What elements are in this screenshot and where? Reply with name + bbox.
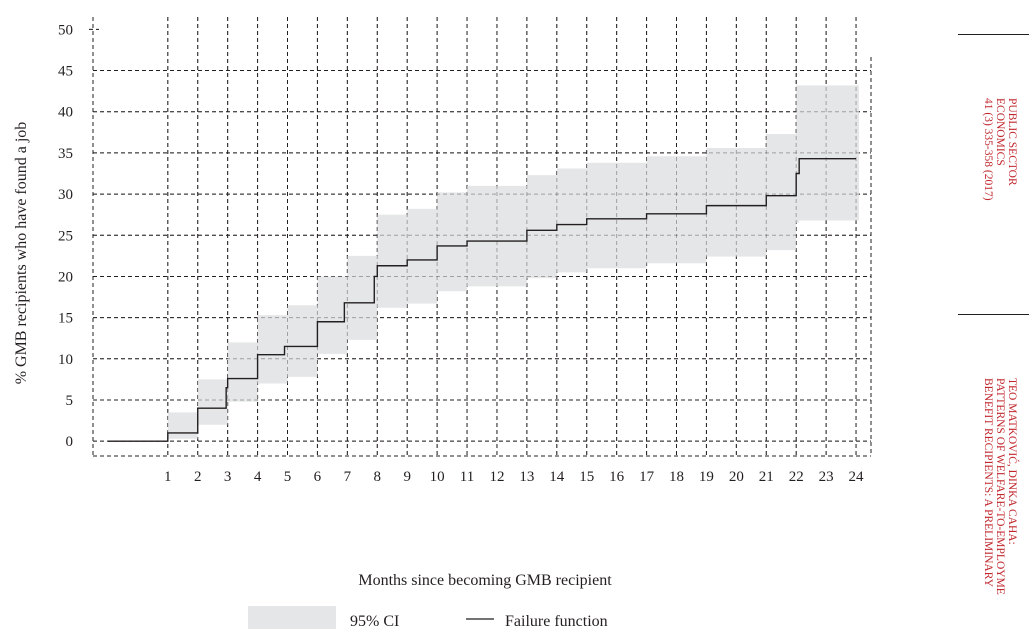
x-tick-label: 5	[284, 469, 292, 485]
x-tick-label: 13	[519, 469, 534, 485]
journal-name-line: ECONOMICS	[994, 98, 1006, 166]
legend-ci-label: 95% CI	[350, 613, 399, 629]
journal-volume-line: 41 (3) 335-358 (2017)	[982, 98, 994, 201]
x-tick-label: 6	[314, 469, 322, 485]
x-tick-label: 18	[669, 469, 684, 485]
legend-ci-swatch	[248, 606, 336, 629]
sidebar-rule-top	[958, 34, 1029, 35]
legend: 95% CI Failure function	[248, 606, 608, 629]
x-tick-label: 20	[729, 469, 744, 485]
ci-band-layer	[167, 85, 860, 439]
x-tick-label: 14	[549, 469, 565, 485]
x-tick-label: 17	[639, 469, 655, 485]
x-tick-label: 15	[579, 469, 594, 485]
x-tick-label: 2	[194, 469, 202, 485]
sidebar-rule-middle	[958, 314, 1029, 315]
x-tick-label: 16	[609, 469, 625, 485]
x-tick-label: 19	[699, 469, 714, 485]
x-tick-label: 22	[789, 469, 804, 485]
x-tick-label: 9	[403, 469, 411, 485]
ci-band	[167, 85, 860, 439]
y-tick-label: 25	[58, 228, 73, 244]
y-tick-label: 5	[66, 393, 74, 409]
x-tick-label: 1	[164, 469, 172, 485]
tick-label-layer: 1 2 3 4 5 6 7 8 9 10 11 12 13 14 15 16 17 18 19 20 21 22 23 240…	[58, 22, 864, 485]
y-tick-label: 20	[58, 269, 73, 285]
journal-info: PUBLIC SECTOR ECONOMICS 41 (3) 335-358 (…	[982, 98, 1018, 201]
x-tick-label: 11	[460, 469, 474, 485]
x-tick-label: 7	[344, 469, 352, 485]
x-tick-label: 21	[759, 469, 774, 485]
x-tick-label: 23	[819, 469, 834, 485]
y-axis-title: % GMB recipients who have found a job	[13, 122, 30, 385]
x-tick-label: 24	[849, 469, 865, 485]
x-axis-title: Months since becoming GMB recipient	[358, 572, 612, 589]
y-tick-label: 10	[58, 352, 73, 368]
y-tick-label: 0	[66, 434, 74, 450]
x-tick-label: 3	[224, 469, 232, 485]
y-tick-label: 45	[58, 64, 73, 80]
article-info: TEO MATKOVIĆ, DINKA CAHA: PATTERNS OF WE…	[982, 378, 1018, 595]
x-tick-label: 4	[254, 469, 262, 485]
x-tick-label: 10	[430, 469, 445, 485]
y-tick-label: 40	[58, 105, 73, 121]
y-tick-label: 15	[58, 311, 73, 327]
journal-name-line: PUBLIC SECTOR	[1006, 98, 1018, 186]
article-title-line: PATTERNS OF WELFARE-TO-EMPLOYME	[994, 378, 1006, 595]
failure-function-line	[107, 157, 857, 442]
y-tick-label: 30	[58, 187, 73, 203]
y-tick-label: 35	[58, 146, 73, 162]
x-tick-label: 8	[374, 469, 382, 485]
article-title-line: BENEFIT RECIPIENTS: A PRELIMINARY	[982, 378, 994, 588]
x-tick-label: 12	[489, 469, 504, 485]
failure-line-layer	[107, 157, 857, 442]
y-tick-label: 50	[58, 22, 73, 38]
legend-line-label: Failure function	[505, 613, 608, 629]
article-authors-line: TEO MATKOVIĆ, DINKA CAHA:	[1006, 378, 1018, 545]
grid-overlay-layer	[89, 17, 872, 457]
